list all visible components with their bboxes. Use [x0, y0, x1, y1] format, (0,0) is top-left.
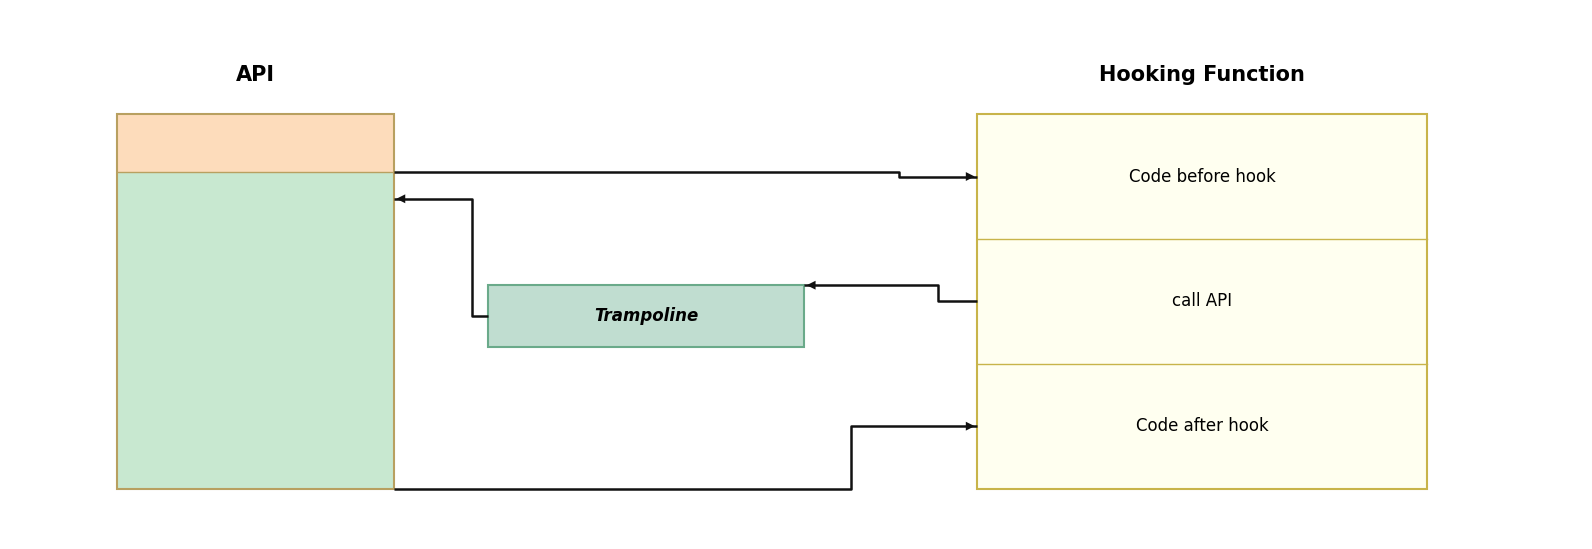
Text: Code before hook: Code before hook: [1129, 167, 1275, 186]
Bar: [118, 114, 393, 489]
Bar: [489, 285, 804, 347]
Text: API: API: [236, 65, 275, 85]
Bar: [118, 114, 393, 172]
Bar: [977, 114, 1428, 489]
Text: Code after hook: Code after hook: [1137, 417, 1269, 435]
Bar: [118, 172, 393, 489]
Text: Hooking Function: Hooking Function: [1100, 65, 1305, 85]
Text: call API: call API: [1172, 293, 1232, 310]
Text: Trampoline: Trampoline: [594, 307, 699, 325]
